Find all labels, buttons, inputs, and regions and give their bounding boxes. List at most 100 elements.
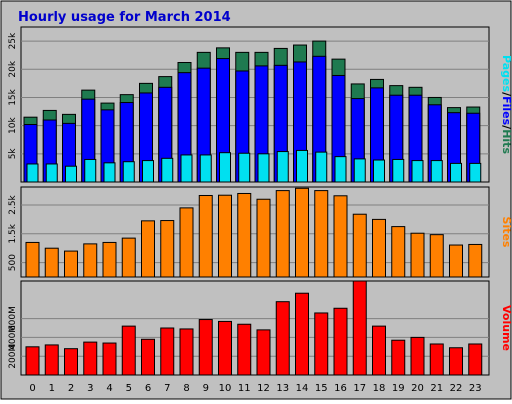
pages-bar bbox=[450, 162, 462, 183]
sites-bar bbox=[410, 232, 425, 278]
volume-bar bbox=[121, 325, 136, 376]
panel-1-series-label: Sites bbox=[500, 217, 512, 248]
sites-bar bbox=[352, 213, 367, 278]
volume-bar bbox=[64, 348, 78, 376]
volume-bar bbox=[160, 327, 175, 376]
sites-bar bbox=[141, 220, 155, 278]
sites-bar bbox=[218, 194, 232, 278]
pages-bar bbox=[84, 158, 97, 183]
volume-bar bbox=[275, 301, 290, 376]
hour-label: 15 bbox=[315, 383, 328, 394]
hour-label: 19 bbox=[392, 383, 405, 394]
series-label-part: / bbox=[500, 92, 512, 97]
pages-bar bbox=[238, 152, 251, 183]
volume-bar bbox=[333, 307, 348, 376]
pages-bar bbox=[315, 151, 328, 183]
sites-bar bbox=[25, 241, 40, 278]
pages-bar bbox=[142, 160, 154, 183]
panel-0-ytick-label: 25k bbox=[8, 32, 18, 49]
hour-label: 5 bbox=[126, 383, 132, 394]
series-label-part: Files bbox=[500, 96, 512, 126]
pages-bar bbox=[122, 161, 135, 183]
panel-1-ytick-label: 1.5k bbox=[8, 223, 18, 243]
pages-bar bbox=[45, 163, 58, 183]
sites-bar bbox=[449, 244, 463, 278]
panel-2-ytick-label: 600M bbox=[8, 306, 18, 331]
volume-bar bbox=[256, 329, 271, 376]
sites-bar bbox=[256, 198, 271, 278]
pages-bar bbox=[103, 162, 116, 183]
hour-label: 8 bbox=[183, 383, 189, 394]
volume-bar bbox=[410, 336, 425, 376]
panel-0-series-label: Pages/Files/Hits bbox=[500, 55, 512, 154]
sites-bar bbox=[179, 207, 194, 278]
pages-bar bbox=[65, 165, 77, 183]
hour-label: 2 bbox=[68, 383, 74, 394]
pages-bar bbox=[199, 154, 212, 183]
hour-label: 9 bbox=[203, 383, 209, 394]
series-label-part: Hits bbox=[500, 129, 512, 154]
hour-label: 0 bbox=[29, 383, 35, 394]
pages-bar bbox=[392, 158, 405, 183]
panel-2-ytick-label: 200M bbox=[8, 344, 18, 369]
volume-bar bbox=[372, 325, 386, 376]
hour-label: 23 bbox=[469, 383, 482, 394]
sites-bar bbox=[121, 237, 136, 278]
volume-bar bbox=[25, 346, 40, 376]
volume-bar bbox=[314, 312, 329, 376]
panel-0-ytick-label: 5k bbox=[8, 148, 18, 160]
pages-bar bbox=[219, 152, 231, 183]
sites-bar bbox=[468, 243, 483, 278]
volume-bar bbox=[468, 343, 483, 376]
panel-0-ytick-label: 10k bbox=[8, 117, 18, 134]
hour-label: 16 bbox=[334, 383, 347, 394]
volume-bar bbox=[429, 343, 444, 376]
pages-bar bbox=[276, 151, 289, 183]
pages-bar bbox=[296, 149, 308, 183]
sites-bar bbox=[295, 187, 309, 278]
volume-bar bbox=[102, 342, 117, 376]
volume-bar bbox=[83, 341, 98, 376]
hour-label: 3 bbox=[87, 383, 93, 394]
series-label-part: / bbox=[500, 125, 512, 130]
pages-bar bbox=[411, 160, 424, 183]
sites-bar bbox=[160, 220, 175, 278]
sites-bar bbox=[275, 190, 290, 278]
sites-bar bbox=[429, 234, 444, 278]
pages-bar bbox=[469, 162, 482, 183]
panel-1-ytick-label: 500 bbox=[8, 254, 18, 271]
hour-label: 11 bbox=[238, 383, 251, 394]
hour-label: 10 bbox=[219, 383, 232, 394]
sites-bar bbox=[237, 192, 252, 278]
pages-bar bbox=[430, 160, 443, 183]
sites-bar bbox=[44, 247, 59, 278]
hour-label: 4 bbox=[106, 383, 112, 394]
pages-bar bbox=[353, 158, 366, 183]
volume-bar bbox=[141, 338, 155, 376]
sites-bar bbox=[314, 190, 329, 278]
pages-bar bbox=[334, 156, 347, 183]
sites-bar bbox=[83, 243, 98, 278]
hour-label: 17 bbox=[353, 383, 366, 394]
hour-label: 13 bbox=[276, 383, 289, 394]
series-label-part: Pages bbox=[500, 55, 512, 93]
chart-title: Hourly usage for March 2014 bbox=[18, 10, 231, 25]
hour-label: 18 bbox=[373, 383, 386, 394]
volume-bar bbox=[295, 292, 309, 376]
pages-bar bbox=[180, 154, 193, 183]
sites-bar bbox=[198, 194, 213, 278]
pages-bar bbox=[26, 163, 39, 183]
panel-2-ytick-label: 400M bbox=[8, 325, 18, 350]
volume-bar bbox=[237, 323, 252, 376]
volume-bar bbox=[449, 347, 463, 376]
hour-label: 14 bbox=[296, 383, 309, 394]
panel-1-ytick-label: 2.5k bbox=[8, 194, 18, 214]
sites-bar bbox=[372, 218, 386, 278]
panel-2-series-label: Volume bbox=[500, 305, 512, 351]
volume-bar bbox=[391, 339, 406, 376]
hour-label: 1 bbox=[49, 383, 55, 394]
pages-bar bbox=[257, 153, 270, 183]
sites-bar bbox=[333, 195, 348, 278]
volume-bar bbox=[44, 344, 59, 376]
